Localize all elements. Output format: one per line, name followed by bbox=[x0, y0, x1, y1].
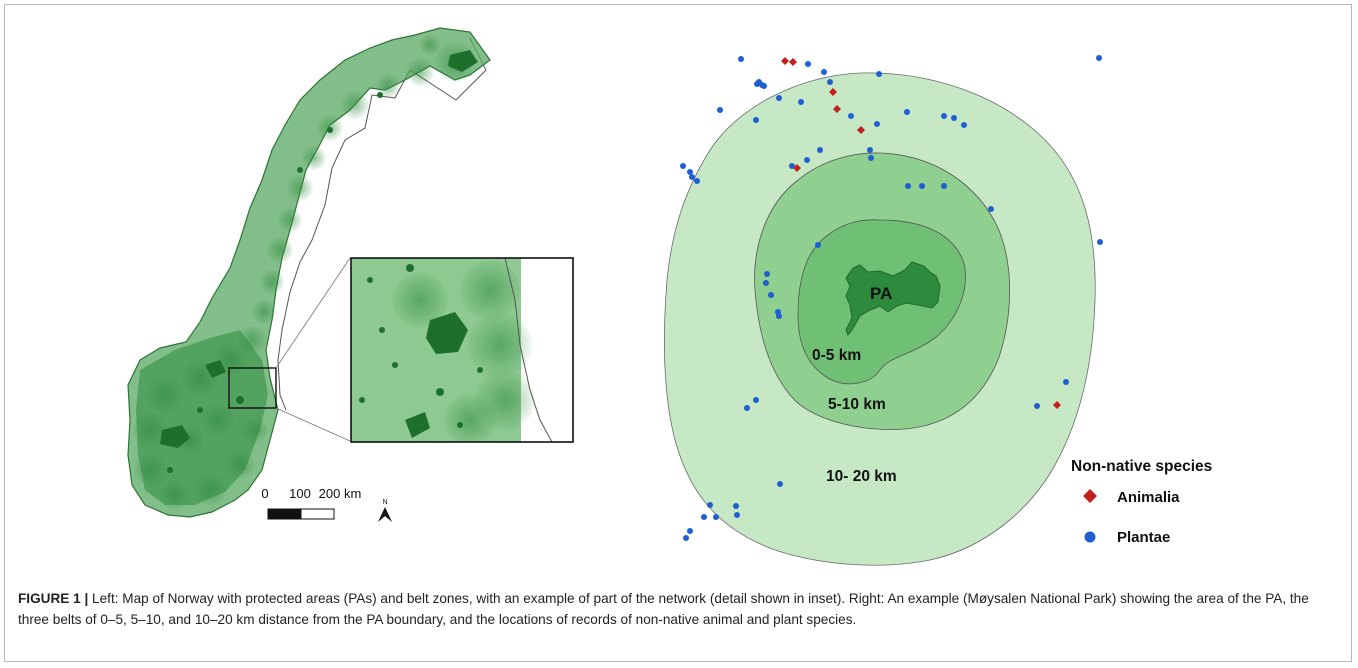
scale-tick-100: 100 bbox=[289, 486, 311, 501]
animalia-diamond-icon bbox=[1083, 489, 1097, 503]
pa-label: PA bbox=[870, 284, 892, 303]
figure-frame bbox=[4, 4, 1352, 662]
pa-example-map: PA 0-5 km 5-10 km 10- 20 km bbox=[663, 72, 1096, 566]
figure-maps: 0 100 200 km N PA 0-5 km 5-10 km 10- 20 … bbox=[127, 27, 1212, 566]
legend-title: Non-native species bbox=[1071, 458, 1212, 475]
halo-circles bbox=[133, 35, 475, 510]
pa-core bbox=[845, 261, 941, 336]
figure-caption: FIGURE 1 | Left: Map of Norway with prot… bbox=[18, 589, 1343, 630]
north-label: N bbox=[382, 499, 387, 506]
scale-tick-200: 200 km bbox=[319, 486, 362, 501]
inset-locator bbox=[228, 367, 277, 409]
scale-tick-0: 0 bbox=[261, 486, 268, 501]
protected-area-patches bbox=[160, 50, 478, 473]
north-arrow: N bbox=[378, 499, 392, 522]
zone-0-5-label: 0-5 km bbox=[812, 347, 861, 364]
zone-5-10-label: 5-10 km bbox=[828, 396, 886, 413]
north-arrow-icon bbox=[378, 507, 392, 522]
zone-10-20-label: 10- 20 km bbox=[826, 468, 897, 485]
animalia-records bbox=[781, 57, 1061, 409]
scale-bar: 0 100 200 km bbox=[261, 486, 362, 520]
legend-animalia: Animalia bbox=[1117, 489, 1180, 506]
legend: Non-native species Animalia Plantae bbox=[1071, 458, 1212, 546]
caption-text: Left: Map of Norway with protected areas… bbox=[18, 591, 1309, 627]
plantae-records bbox=[680, 55, 1103, 541]
plantae-circle-icon bbox=[1084, 531, 1096, 543]
legend-plantae: Plantae bbox=[1117, 529, 1170, 546]
norway-map bbox=[127, 27, 491, 518]
inset-detail bbox=[350, 257, 574, 443]
figure-label: FIGURE 1 | bbox=[18, 591, 89, 606]
